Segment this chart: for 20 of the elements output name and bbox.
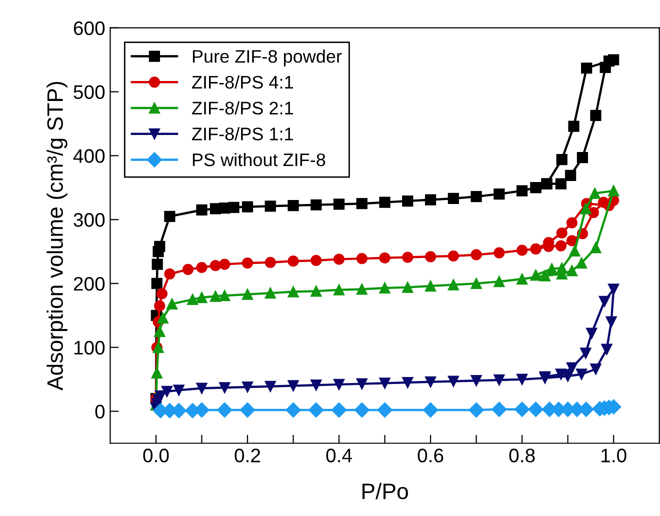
x-axis-title: P/Po [362, 482, 408, 500]
y-tick-label: 300 [74, 213, 105, 227]
legend-label: ZIF-8/PS 2:1 [192, 101, 293, 115]
legend-label: ZIF-8/PS 1:1 [192, 127, 293, 140]
legend-label: ZIF-8/PS 4:1 [192, 75, 293, 89]
x-tick-label: 0.4 [326, 448, 352, 462]
x-tick-label: 0.8 [509, 448, 535, 462]
y-tick-label: 0 [95, 404, 105, 419]
y-tick-label: 600 [74, 21, 105, 36]
legend-label: PS without ZIF-8 [192, 152, 326, 166]
x-tick-label: 0.2 [234, 448, 260, 462]
legend-label: Pure ZIF-8 powder [192, 50, 342, 66]
y-tick-label: 100 [74, 340, 105, 355]
y-tick-label: 400 [73, 149, 105, 163]
x-tick-label: 1.0 [602, 448, 626, 462]
y-tick-label: 200 [74, 276, 105, 291]
y-axis-title: Adsorption volume (cm³/g STP) [46, 82, 68, 390]
x-tick-label: 0.6 [418, 448, 444, 462]
y-tick-label: 500 [74, 85, 105, 100]
x-tick-label: 0.0 [143, 448, 169, 462]
